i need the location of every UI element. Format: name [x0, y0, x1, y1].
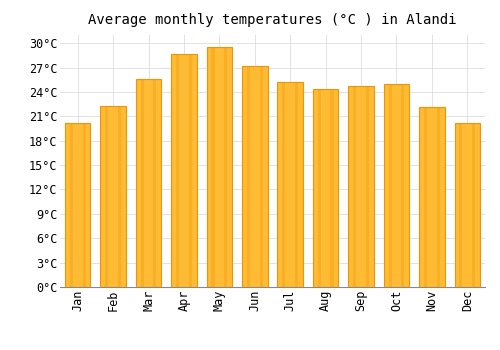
- Bar: [224, 47, 228, 287]
- Bar: [318, 90, 321, 287]
- Bar: [282, 82, 286, 287]
- Bar: [295, 82, 298, 287]
- Bar: [70, 123, 73, 287]
- Bar: [154, 79, 156, 287]
- Bar: [260, 66, 262, 287]
- Bar: [189, 54, 192, 287]
- Bar: [330, 90, 334, 287]
- Bar: [313, 90, 338, 287]
- Bar: [136, 79, 162, 287]
- Bar: [388, 84, 392, 287]
- Bar: [206, 47, 232, 287]
- Bar: [242, 66, 268, 287]
- Bar: [105, 106, 108, 287]
- Bar: [247, 66, 250, 287]
- Bar: [278, 82, 303, 287]
- Bar: [212, 47, 214, 287]
- Bar: [384, 84, 409, 287]
- Bar: [176, 54, 179, 287]
- Bar: [65, 123, 90, 287]
- Bar: [171, 54, 196, 287]
- Bar: [460, 123, 462, 287]
- Bar: [402, 84, 404, 287]
- Bar: [472, 123, 475, 287]
- Bar: [366, 86, 369, 287]
- Bar: [419, 106, 444, 287]
- Bar: [118, 106, 121, 287]
- Bar: [436, 106, 440, 287]
- Bar: [348, 86, 374, 287]
- Bar: [353, 86, 356, 287]
- Bar: [424, 106, 427, 287]
- Bar: [454, 123, 480, 287]
- Title: Average monthly temperatures (°C ) in Alandi: Average monthly temperatures (°C ) in Al…: [88, 13, 457, 27]
- Bar: [82, 123, 86, 287]
- Bar: [140, 79, 143, 287]
- Bar: [100, 106, 126, 287]
